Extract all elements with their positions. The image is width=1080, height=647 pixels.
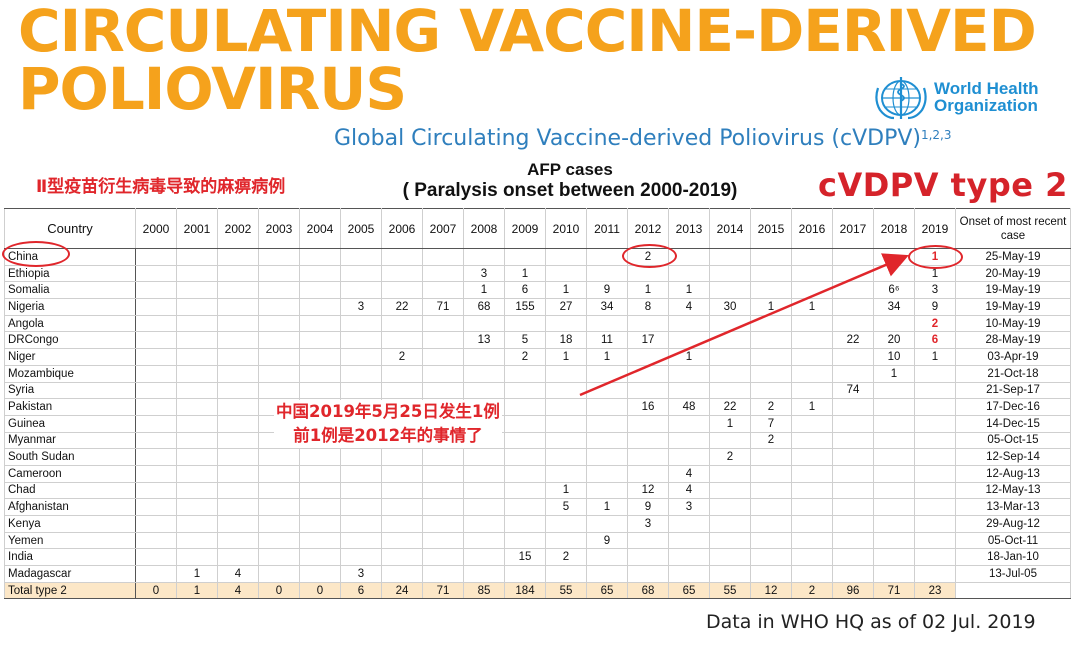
title-line-1: CIRCULATING VACCINE-DERIVED [18, 0, 1037, 65]
total-count-cell: 71 [422, 581, 464, 600]
column-header-onset: Onset of most recent case [955, 208, 1071, 249]
onset-date-cell: 13-Mar-13 [955, 498, 1071, 516]
data-source-footer: Data in WHO HQ as of 02 Jul. 2019 [706, 611, 1036, 633]
table-row: Nigeria 3 22 71 68 155 27 34 8 4 30 1 1 34 9 19-May-19 [4, 298, 1071, 316]
column-header-year: 2009 [504, 208, 546, 249]
column-header-year: 2019 [914, 208, 956, 249]
column-header-year: 2010 [545, 208, 587, 249]
table-row: Chad 1 12 4 12-May-13 [4, 481, 1071, 500]
chinese-annotation: 中国2019年5月25日发生1例 前1例是2012年的事情了 [274, 400, 502, 448]
table-row: Syria 74 21-Sep-17 [4, 381, 1071, 400]
total-count-cell: 0 [299, 581, 341, 600]
column-header-year: 2013 [668, 208, 710, 249]
total-count-cell: 85 [463, 581, 505, 600]
table-row: Angola 2 10-May-19 [4, 314, 1071, 333]
total-count-cell: 6 [340, 581, 382, 600]
country-cell: South Sudan [4, 448, 136, 466]
onset-date-cell: 03-Apr-19 [955, 348, 1071, 366]
case-count-cell: 22 [709, 398, 751, 416]
china-2012-highlight-circle [622, 244, 677, 268]
column-header-year: 2002 [217, 208, 259, 249]
table-row: DRCongo 13 5 18 11 17 22 20 6 28-May-19 [4, 331, 1071, 350]
table-row: Somalia 1 6 1 9 1 1 6⁶ 3 19-May-19 [4, 281, 1071, 300]
total-count-cell: 0 [135, 581, 177, 600]
case-count-cell: 48 [668, 398, 710, 416]
country-cell: Niger [4, 348, 136, 366]
column-header-year: 2001 [176, 208, 218, 249]
total-row: Total type 2 0 1 4 0 0 6 24 71 85 184 55 65 68 65 55 12 2… [4, 581, 1071, 600]
who-line-1: World Health [934, 79, 1039, 98]
column-header-year: 2005 [340, 208, 382, 249]
subtitle-refs: 1,2,3 [920, 128, 952, 142]
type-label: cVDPV type 2 [818, 166, 1068, 204]
subtitle: Global Circulating Vaccine-derived Polio… [334, 126, 952, 151]
table-header-row: Country 2000 2001 2002 2003 2004 2005 2006 2007 2… [4, 208, 1071, 249]
total-count-cell: 96 [832, 581, 874, 600]
onset-date-cell: 12-Aug-13 [955, 464, 1071, 483]
column-header-year: 2000 [135, 208, 177, 249]
column-header-year: 2007 [422, 208, 464, 249]
total-count-cell: 65 [586, 581, 628, 600]
cases-table: Country 2000 2001 2002 2003 2004 2005 2006 2007 2… [4, 208, 1071, 600]
chinese-banner: Ⅱ型疫苗衍生病毒导致的麻痹病例 [36, 177, 286, 197]
onset-date-cell: 21-Oct-18 [955, 364, 1071, 383]
who-logo: World Health Organization [872, 74, 1052, 120]
column-header-year: 2003 [258, 208, 300, 249]
who-wordmark: World Health Organization [934, 80, 1039, 114]
afp-subheading: ( Paralysis onset between 2000-2019) [402, 180, 738, 201]
column-header-year: 2018 [873, 208, 915, 249]
who-emblem-icon [875, 77, 927, 120]
column-header-year: 2017 [832, 208, 874, 249]
table-row: Yemen 9 05-Oct-11 [4, 531, 1071, 550]
total-onset-cell [955, 581, 1071, 600]
onset-date-cell: 28-May-19 [955, 331, 1071, 350]
country-cell: DRCongo [4, 331, 136, 350]
case-count-cell: 34 [873, 298, 915, 316]
total-count-cell: 0 [258, 581, 300, 600]
column-header-year: 2016 [791, 208, 833, 249]
total-count-cell: 65 [668, 581, 710, 600]
annotation-line-1: 中国2019年5月25日发生1例 [276, 402, 500, 421]
onset-date-cell: 20-May-19 [955, 264, 1071, 283]
title-line-2: POLIOVIRUS [18, 55, 407, 123]
who-line-2: Organization [934, 96, 1038, 115]
total-count-cell: 23 [914, 581, 956, 600]
country-cell: Madagascar [4, 565, 136, 583]
china-highlight-circle [2, 241, 70, 267]
country-cell: Somalia [4, 281, 136, 300]
table-row: India 15 2 18-Jan-10 [4, 548, 1071, 567]
total-count-cell: 55 [545, 581, 587, 600]
column-header-country: Country [4, 208, 136, 249]
case-count-cell: 155 [504, 298, 546, 316]
total-count-cell: 12 [750, 581, 792, 600]
table-row: Kenya 3 29-Aug-12 [4, 515, 1071, 533]
table-row: South Sudan 2 12-Sep-14 [4, 448, 1071, 466]
china-2019-highlight-circle [908, 245, 963, 269]
subtitle-text: Global Circulating Vaccine-derived Polio… [334, 126, 921, 151]
total-count-cell: 184 [504, 581, 546, 600]
column-header-year: 2012 [627, 208, 669, 249]
column-header-year: 2006 [381, 208, 423, 249]
country-cell: Nigeria [4, 298, 136, 316]
afp-heading: AFP cases [527, 160, 613, 179]
onset-date-cell: 29-Aug-12 [955, 515, 1071, 533]
column-header-year: 2004 [299, 208, 341, 249]
onset-date-cell: 13-Jul-05 [955, 565, 1071, 583]
total-count-cell: 2 [791, 581, 833, 600]
table-row: Afghanistan 5 1 9 3 13-Mar-13 [4, 498, 1071, 516]
country-cell: Afghanistan [4, 498, 136, 516]
column-header-year: 2014 [709, 208, 751, 249]
total-count-cell: 24 [381, 581, 423, 600]
column-header-year: 2011 [586, 208, 628, 249]
onset-date-cell: 25-May-19 [955, 248, 1071, 266]
total-count-cell: 68 [627, 581, 669, 600]
page-title: CIRCULATING VACCINE-DERIVED POLIOVIRUS [18, 0, 1037, 123]
total-count-cell: 1 [176, 581, 218, 600]
annotation-line-2: 前1例是2012年的事情了 [293, 426, 483, 445]
